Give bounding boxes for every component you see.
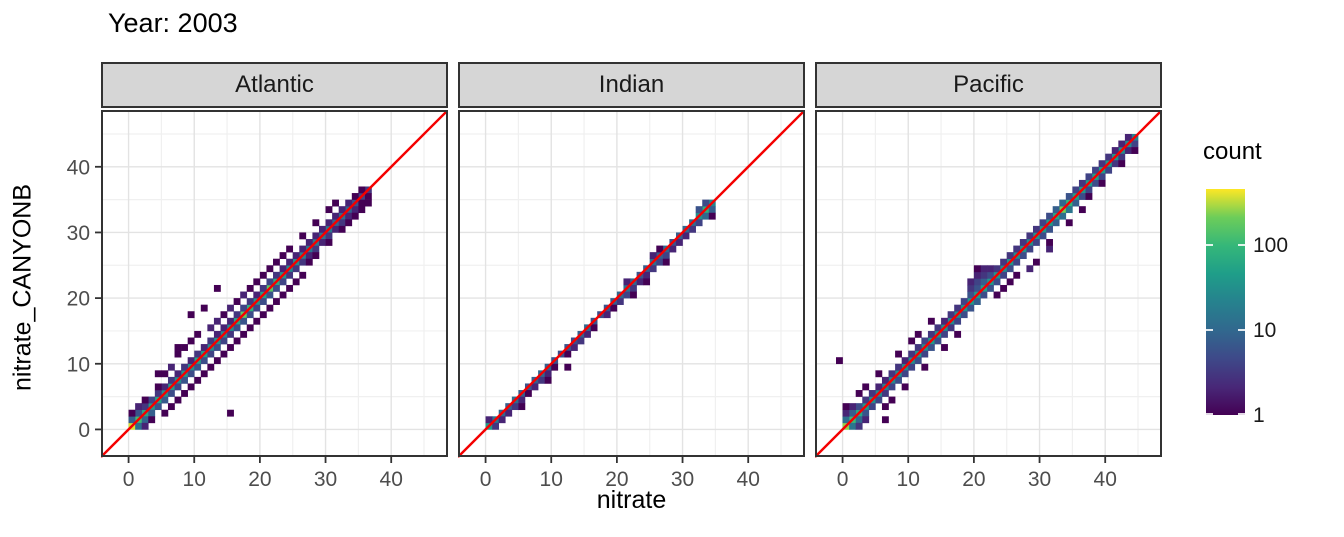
svg-text:30: 30	[314, 468, 337, 491]
svg-text:40: 40	[1094, 468, 1117, 491]
facet-strip-atlantic: Atlantic	[101, 62, 448, 108]
svg-text:40: 40	[67, 156, 90, 179]
legend: count 100 10 1	[1196, 138, 1344, 438]
legend-tick-mark	[1206, 244, 1213, 247]
legend-tick-label: 10	[1253, 319, 1277, 343]
svg-text:30: 30	[1028, 468, 1051, 491]
gridlines	[815, 110, 1162, 457]
svg-text:30: 30	[67, 222, 90, 245]
svg-text:40: 40	[737, 468, 760, 491]
svg-text:0: 0	[123, 468, 135, 491]
identity-line	[458, 110, 805, 458]
svg-text:10: 10	[540, 468, 563, 491]
x-axis: 0 10 20 30 40	[480, 457, 760, 491]
x-axis: 0 10 20 30 40	[837, 457, 1117, 491]
svg-text:20: 20	[605, 468, 628, 491]
facet-strip-label: Pacific	[953, 71, 1024, 98]
x-axis-title: nitrate	[596, 486, 667, 514]
facet-strip-label: Atlantic	[235, 71, 314, 98]
svg-text:20: 20	[248, 468, 271, 491]
facet-strip-pacific: Pacific	[815, 62, 1162, 108]
svg-text:0: 0	[480, 468, 492, 491]
svg-text:10: 10	[67, 353, 90, 376]
svg-text:10: 10	[183, 468, 206, 491]
y-axis-title: nitrate_CANYONB	[8, 183, 37, 392]
facet-strip-indian: Indian	[458, 62, 805, 108]
legend-tick-mark	[1206, 413, 1213, 415]
legend-tick-mark	[1206, 329, 1213, 332]
legend-tick-mark	[1238, 329, 1245, 332]
svg-text:0: 0	[837, 468, 849, 491]
facet-strip-label: Indian	[598, 71, 665, 98]
legend-tick-mark	[1238, 413, 1245, 415]
plot-title: Year: 2003	[108, 8, 238, 38]
legend-colorbar	[1206, 189, 1245, 415]
svg-text:30: 30	[671, 468, 694, 491]
panel-atlantic: 0 10 20 30 40	[101, 110, 448, 491]
x-axis: 0 10 20 30 40	[123, 457, 403, 491]
legend-title: count	[1203, 138, 1262, 165]
svg-text:10: 10	[897, 468, 920, 491]
panel-pacific: 0 10 20 30 40	[815, 110, 1162, 491]
legend-tick-label: 100	[1253, 234, 1289, 258]
y-axis: 0 10 20 30 40	[67, 156, 101, 442]
identity-line	[815, 110, 1162, 458]
panel-indian: 0 10 20 30 40	[458, 110, 805, 491]
svg-text:0: 0	[78, 419, 90, 442]
svg-text:20: 20	[962, 468, 985, 491]
identity-line	[101, 110, 448, 458]
svg-text:40: 40	[380, 468, 403, 491]
legend-tick-label: 1	[1253, 404, 1265, 427]
svg-text:20: 20	[67, 288, 90, 311]
legend-tick-mark	[1238, 244, 1245, 247]
